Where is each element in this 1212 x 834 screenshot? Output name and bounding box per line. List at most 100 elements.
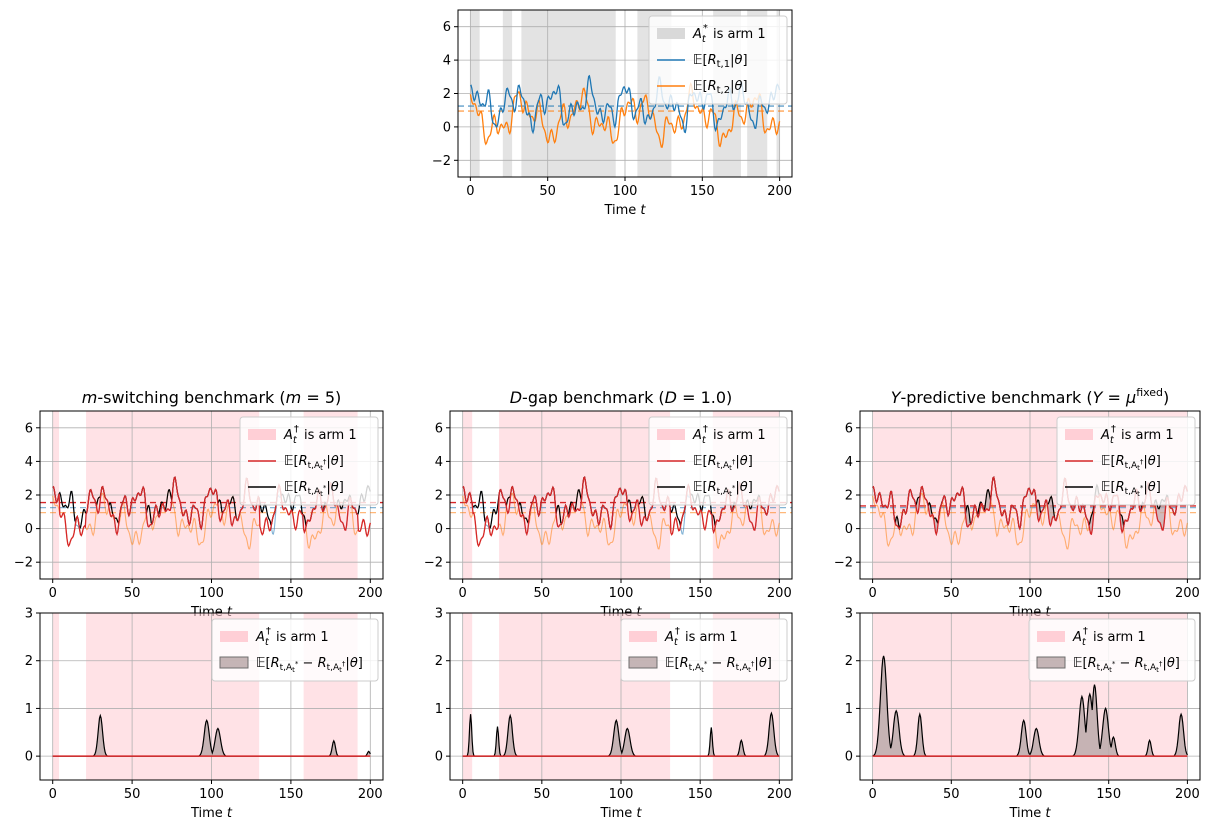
y-tick-label: 2	[443, 87, 451, 102]
y-tick-label: −2	[14, 556, 33, 571]
chart-title: Y-predictive benchmark (Y = μfixed)	[891, 386, 1170, 407]
x-tick-label: 50	[534, 586, 551, 601]
legend-entry-label: 𝔼[Rt,At*|θ]	[693, 480, 753, 498]
y-tick-label: 4	[845, 455, 853, 470]
x-tick-label: 100	[613, 184, 638, 199]
legend-box	[620, 618, 788, 682]
x-tick-label: 50	[539, 184, 556, 199]
legend: A† t is arm 1 𝔼[Rt,At* − Rt,At†|θ]	[620, 618, 788, 682]
legend-entry-label: 𝔼[Rt,At* − Rt,At†|θ]	[665, 656, 772, 674]
x-axis-label: Time t	[190, 806, 233, 821]
x-tick-label: 0	[459, 586, 467, 601]
legend-entry-label: 𝔼[Rt,At*|θ]	[284, 480, 344, 498]
y-tick-label: 0	[25, 750, 33, 765]
y-tick-label: −2	[424, 556, 443, 571]
legend-entry-label: 𝔼[Rt,1|θ]	[693, 53, 748, 70]
x-tick-label: 100	[1018, 586, 1043, 601]
legend-entry-label: 𝔼[Rt,At* − Rt,At†|θ]	[256, 656, 363, 674]
x-tick-label: 200	[767, 787, 792, 802]
series-arm2-faint	[52, 483, 371, 550]
y-tick-label: 2	[845, 489, 853, 504]
x-tick-label: 150	[690, 184, 715, 199]
y-tick-label: 1	[435, 702, 443, 717]
legend: A* t is arm 1 𝔼[Rt,1|θ] 𝔼[Rt,2|θ]	[648, 15, 788, 105]
x-tick-label: 200	[358, 787, 383, 802]
legend-box	[211, 618, 379, 682]
x-axis-label: Time t	[603, 203, 646, 218]
shade-interval	[462, 613, 473, 780]
legend-swatch	[657, 28, 685, 39]
x-tick-label: 0	[868, 787, 876, 802]
legend-swatch	[248, 429, 276, 440]
legend-box	[1028, 618, 1196, 682]
legend-entry-label: A† t is arm 1	[283, 424, 357, 446]
y-tick-label: 0	[435, 750, 443, 765]
legend-swatch	[1065, 429, 1093, 440]
x-axis-label: Time t	[1008, 806, 1051, 821]
x-tick-label: 50	[943, 787, 960, 802]
y-tick-label: 3	[25, 607, 33, 622]
axes-mswitch-gap: 0 50 100 150 200 0 1 2 3 Time t A† t is arm 1 𝔼[Rt,A…	[25, 607, 384, 821]
y-tick-label: 6	[435, 421, 443, 436]
x-tick-label: 100	[199, 586, 224, 601]
legend-entry-label: 𝔼[Rt,At†|θ]	[693, 454, 753, 472]
y-tick-label: 2	[25, 489, 33, 504]
y-tick-label: 3	[845, 607, 853, 622]
y-tick-label: 4	[443, 54, 451, 69]
x-tick-label: 150	[278, 586, 303, 601]
legend-entry-label: A* t is arm 1	[692, 23, 766, 45]
x-tick-label: 100	[199, 787, 224, 802]
y-tick-label: 0	[845, 522, 853, 537]
legend-swatch	[220, 631, 248, 642]
legend-entry-label: 𝔼[Rt,At†|θ]	[1101, 454, 1161, 472]
legend-entry-label: 𝔼[Rt,At†|θ]	[284, 454, 344, 472]
legend: A† t is arm 1 𝔼[Rt,At†|θ] 𝔼[Rt,At*|θ]	[1056, 416, 1196, 506]
y-tick-label: 6	[845, 421, 853, 436]
x-tick-label: 0	[868, 586, 876, 601]
legend-entry-label: A† t is arm 1	[664, 626, 738, 648]
legend-entry-label: 𝔼[Rt,At* − Rt,At†|θ]	[1073, 656, 1180, 674]
x-tick-label: 150	[688, 586, 713, 601]
legend: A† t is arm 1 𝔼[Rt,At†|θ] 𝔼[Rt,At*|θ]	[239, 416, 379, 506]
shade-interval	[52, 613, 60, 780]
y-tick-label: 6	[25, 421, 33, 436]
x-tick-label: 150	[688, 787, 713, 802]
y-tick-label: 3	[435, 607, 443, 622]
y-tick-label: −2	[834, 556, 853, 571]
y-tick-label: 6	[443, 20, 451, 35]
series-arm2-faint	[462, 483, 780, 550]
axes-top: 0 50 100 150 200 −2 0 2 4 6 Time t A* t is arm 1 𝔼[Rt…	[432, 9, 793, 218]
legend-swatch	[1037, 631, 1065, 642]
x-tick-label: 100	[1018, 787, 1043, 802]
x-tick-label: 200	[767, 586, 792, 601]
x-tick-label: 200	[358, 586, 383, 601]
x-tick-label: 150	[1096, 586, 1121, 601]
legend-swatch	[219, 656, 249, 669]
x-tick-label: 200	[767, 184, 792, 199]
legend: A† t is arm 1 𝔼[Rt,At* − Rt,At†|θ]	[211, 618, 379, 682]
series-arm2-faint	[872, 483, 1188, 550]
series-arm2	[469, 81, 781, 148]
legend-entry-label: A† t is arm 1	[255, 626, 329, 648]
legend-entry-label: A† t is arm 1	[692, 424, 766, 446]
x-tick-label: 50	[943, 586, 960, 601]
x-tick-label: 100	[609, 787, 634, 802]
legend-swatch	[657, 429, 685, 440]
x-axis-label: Time t	[599, 806, 642, 821]
legend-swatch	[629, 631, 657, 642]
legend-entry-label: 𝔼[Rt,2|θ]	[693, 79, 748, 96]
legend: A† t is arm 1 𝔼[Rt,At†|θ] 𝔼[Rt,At*|θ]	[648, 416, 788, 506]
axes-ypred-gap: 0 50 100 150 200 0 1 2 3 Time t A† t is arm 1 𝔼[Rt,A…	[845, 607, 1201, 821]
legend-entry-label: A† t is arm 1	[1072, 626, 1146, 648]
x-tick-label: 0	[49, 787, 57, 802]
y-tick-label: 0	[845, 750, 853, 765]
y-tick-label: 4	[25, 455, 33, 470]
x-tick-label: 50	[124, 586, 141, 601]
legend: A† t is arm 1 𝔼[Rt,At* − Rt,At†|θ]	[1028, 618, 1196, 682]
chart-title: D-gap benchmark (D = 1.0)	[510, 388, 733, 407]
legend-entry-label: 𝔼[Rt,At*|θ]	[1101, 480, 1161, 498]
x-tick-label: 200	[1175, 586, 1200, 601]
